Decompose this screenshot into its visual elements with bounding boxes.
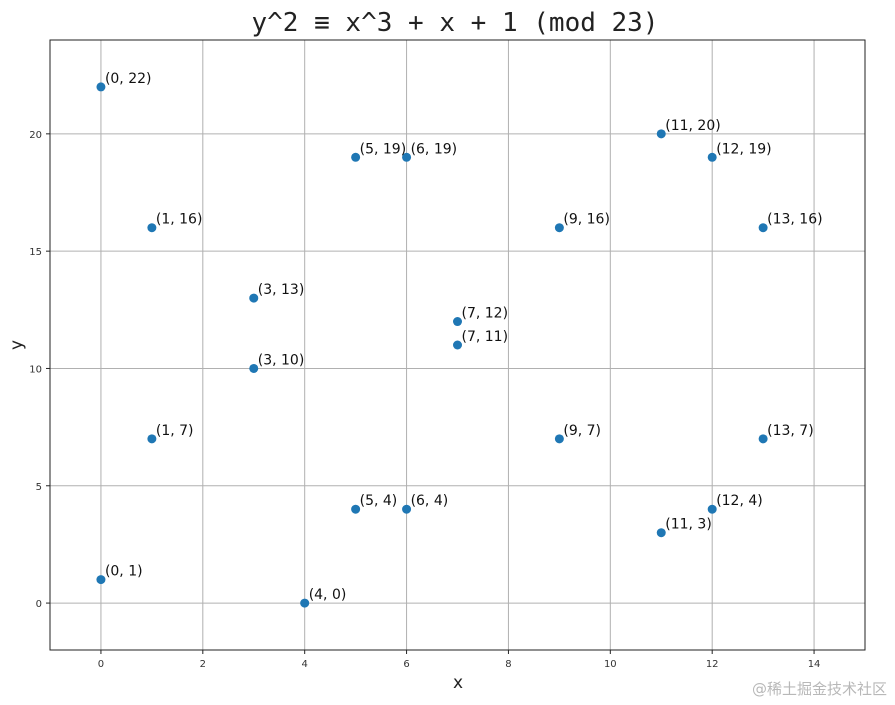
x-tick-label: 14 [808, 659, 821, 670]
scatter-point [147, 223, 157, 233]
point-label: (7, 11) [462, 329, 509, 345]
scatter-point [96, 575, 106, 585]
data-points [96, 82, 768, 608]
scatter-point [249, 363, 259, 373]
x-tick-label: 4 [302, 659, 308, 670]
scatter-point [147, 434, 157, 444]
point-label: (7, 12) [462, 306, 509, 322]
x-tick-label: 12 [706, 659, 719, 670]
scatter-point [707, 504, 717, 514]
point-label: (5, 19) [360, 141, 407, 157]
point-label: (11, 20) [665, 118, 720, 134]
point-label: (12, 19) [716, 141, 771, 157]
point-label: (12, 4) [716, 493, 763, 509]
scatter-point [249, 293, 259, 303]
y-axis-label: y [7, 340, 27, 350]
scatter-point [707, 152, 717, 162]
x-tick-label: 0 [98, 659, 104, 670]
x-tick-label: 6 [403, 659, 409, 670]
point-label: (13, 16) [767, 212, 822, 228]
y-tick-label: 0 [36, 599, 42, 610]
point-label: (6, 4) [411, 493, 449, 509]
point-label: (3, 10) [258, 352, 305, 368]
watermark-text: @稀土掘金技术社区 [751, 680, 887, 698]
x-axis-label: x [453, 673, 463, 693]
y-tick-label: 10 [29, 364, 42, 375]
scatter-point [300, 598, 310, 608]
point-label: (5, 4) [360, 493, 398, 509]
scatter-point [758, 223, 768, 233]
scatter-point [351, 504, 361, 514]
tick-labels: 0 2 4 6 8 10 12 14 0 5 10 15 20 [29, 130, 820, 670]
y-tick-label: 5 [36, 482, 42, 493]
scatter-point [453, 340, 462, 350]
y-tick-label: 20 [29, 130, 42, 141]
point-label: (0, 1) [105, 564, 143, 580]
x-tick-label: 2 [200, 659, 206, 670]
point-label: (11, 3) [665, 517, 712, 533]
point-label: (3, 13) [258, 282, 305, 298]
scatter-point [758, 434, 768, 444]
scatter-point [96, 82, 106, 92]
point-labels: (0, 1) (0, 22) (1, 7) (1, 16) (3, 10) (3, 13)… [105, 71, 823, 603]
scatter-point [554, 434, 564, 444]
point-label: (9, 7) [563, 423, 601, 439]
grid-lines [50, 40, 865, 650]
scatter-point [402, 504, 412, 514]
point-label: (1, 16) [156, 212, 203, 228]
point-label: (1, 7) [156, 423, 194, 439]
chart-title: y^2 ≡ x^3 + x + 1 (mod 23) [252, 8, 659, 38]
scatter-point [656, 129, 666, 139]
scatter-point [453, 317, 462, 327]
point-label: (13, 7) [767, 423, 814, 439]
x-tick-label: 10 [604, 659, 617, 670]
point-label: (4, 0) [309, 587, 347, 603]
scatter-point [351, 152, 361, 162]
scatter-point [554, 223, 564, 233]
plot-frame [49, 39, 866, 651]
scatter-point [656, 528, 666, 538]
x-tick-label: 8 [505, 659, 511, 670]
scatter-point [402, 152, 412, 162]
y-tick-label: 15 [29, 247, 42, 258]
point-label: (0, 22) [105, 71, 152, 87]
point-label: (6, 19) [411, 141, 458, 157]
point-label: (9, 16) [563, 212, 610, 228]
